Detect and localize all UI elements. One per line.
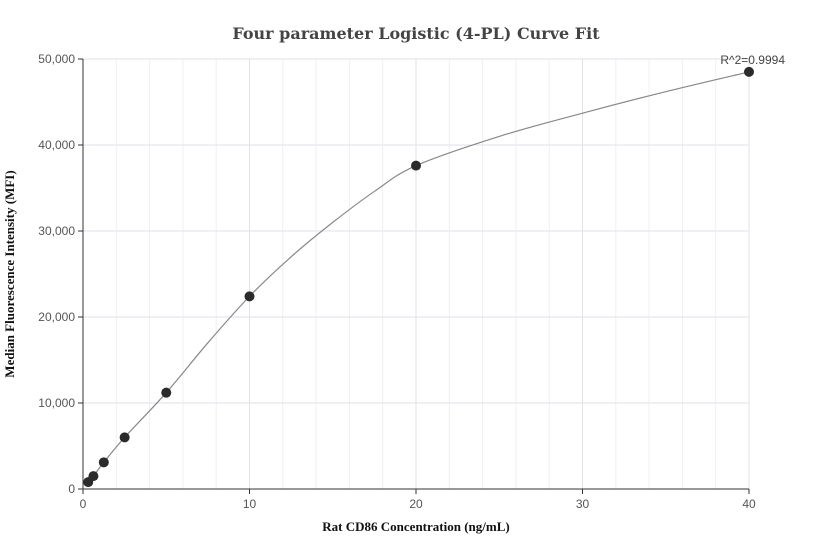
x-tick-label: 40: [742, 497, 756, 511]
data-point: [411, 160, 421, 171]
chart-title: Four parameter Logistic (4-PL) Curve Fit: [232, 24, 600, 43]
y-tick-label: 10,000: [38, 396, 75, 410]
x-tick-label: 10: [243, 497, 257, 511]
fit-curve-layer: [87, 71, 750, 483]
y-tick-label: 50,000: [38, 52, 75, 66]
data-point: [744, 66, 754, 77]
y-tick-label: 0: [68, 482, 75, 496]
fit-curve: [87, 71, 750, 483]
x-tick-label: 30: [576, 497, 590, 511]
x-axis-title: Rat CD86 Concentration (ng/mL): [322, 519, 509, 534]
axes: [78, 58, 750, 494]
tick-labels: 0 10 20 30 40 0 10,000 20,000 30,000 40,000 50,000: [38, 52, 756, 511]
y-tick-label: 20,000: [38, 310, 75, 324]
grid: [82, 58, 750, 490]
r-squared-annotation: R^2=0.9994: [720, 53, 785, 67]
data-point: [244, 291, 255, 302]
data-point: [88, 471, 99, 482]
data-point: [119, 432, 130, 443]
data-point: [98, 457, 109, 468]
y-axis-title: Median Fluorescence Intensity (MFI): [2, 170, 17, 377]
x-tick-label: 20: [409, 497, 423, 511]
x-tick-label: 0: [80, 497, 87, 511]
y-tick-label: 30,000: [38, 224, 75, 238]
data-points: [83, 66, 754, 488]
y-tick-label: 40,000: [38, 138, 75, 152]
data-point: [161, 387, 172, 398]
